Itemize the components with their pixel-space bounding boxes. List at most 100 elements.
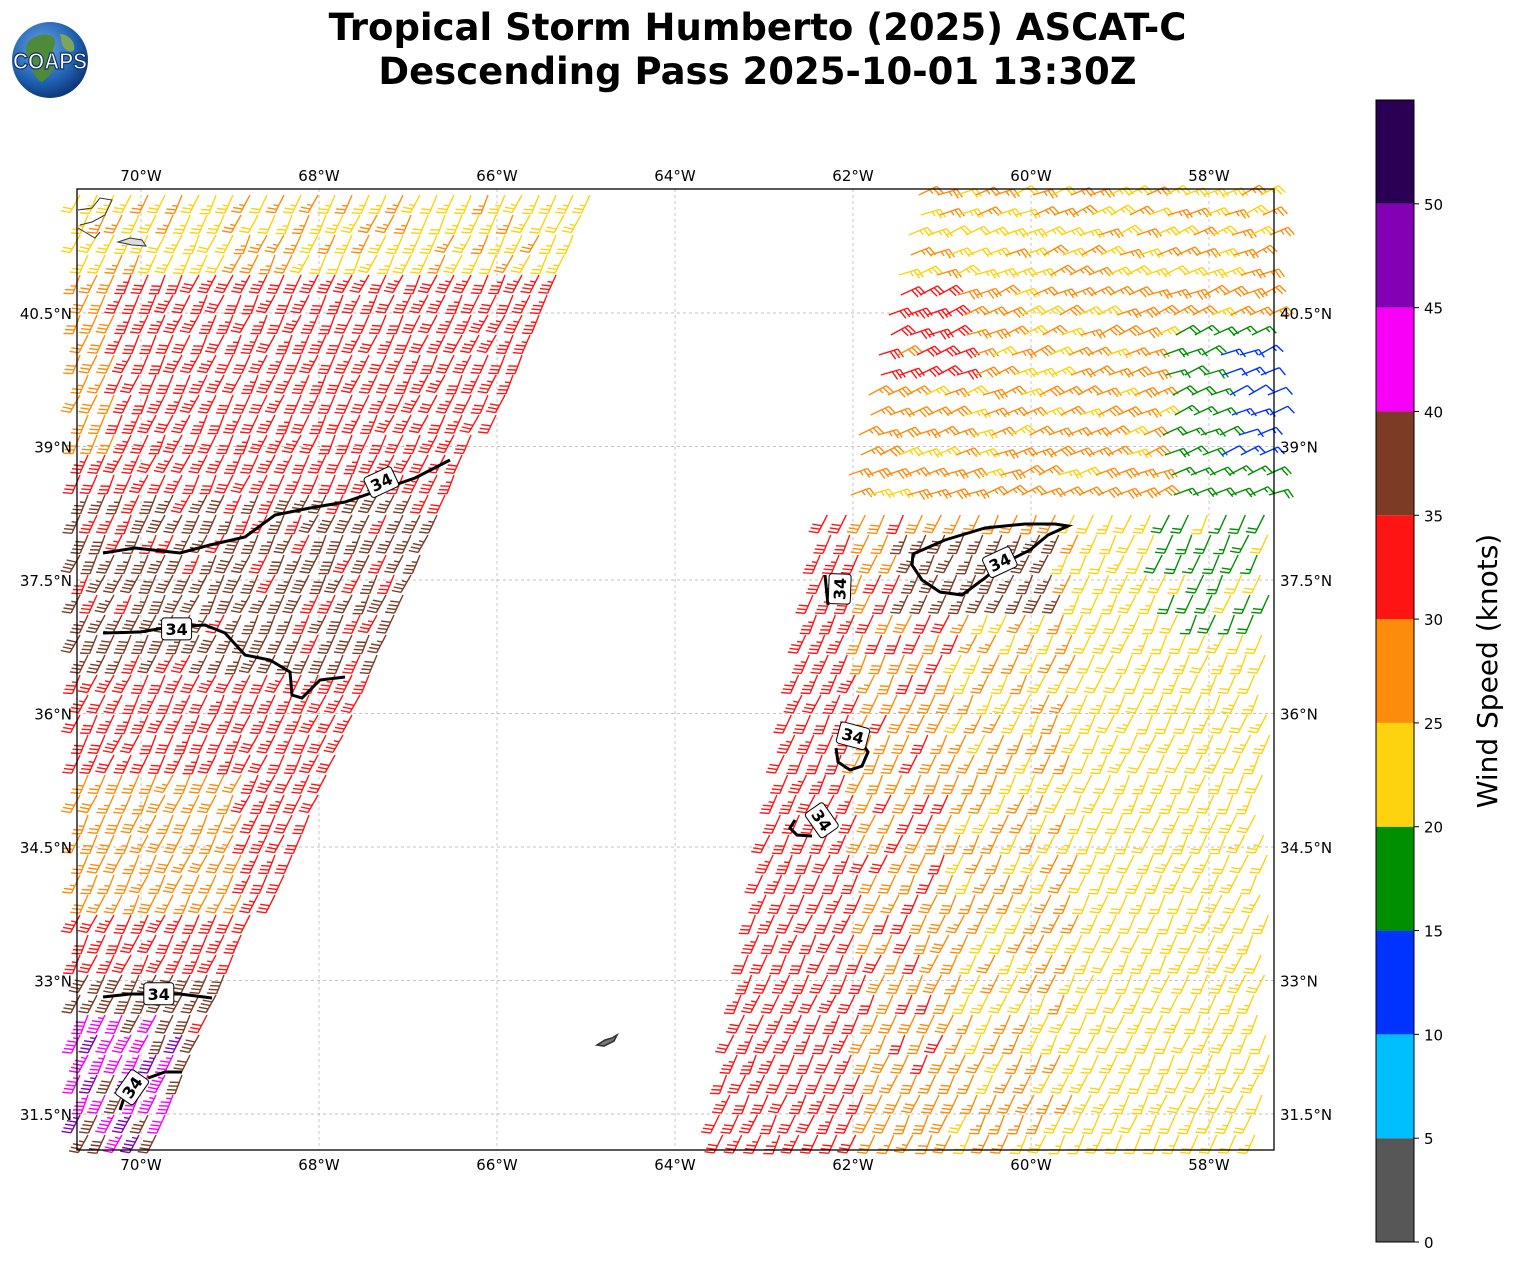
wind-barb <box>1031 267 1057 278</box>
wind-barb <box>785 1074 804 1095</box>
wind-barb <box>817 994 837 1014</box>
wind-barb <box>258 534 276 555</box>
wind-barb <box>1168 634 1187 655</box>
wind-barb <box>1052 754 1070 775</box>
wind-barb <box>96 794 115 814</box>
wind-barb <box>863 1094 883 1114</box>
wind-barb <box>496 374 514 395</box>
wind-barb <box>760 994 780 1014</box>
wind-barb <box>887 386 913 398</box>
wind-barb <box>113 594 132 615</box>
wind-barb <box>1251 914 1269 935</box>
wind-barb <box>1223 574 1243 594</box>
wind-barb <box>878 1014 897 1034</box>
wind-barb <box>1102 614 1121 634</box>
wind-barb <box>188 694 208 714</box>
colorbar-bin <box>1376 100 1414 204</box>
lon-tick-label-bottom: 64°W <box>654 1156 696 1174</box>
wind-barb <box>216 794 234 815</box>
wind-barb <box>955 1014 973 1035</box>
wind-barb <box>780 1134 800 1154</box>
wind-barb <box>317 594 336 614</box>
wind-barb <box>1138 1054 1156 1075</box>
wind-barb <box>121 1054 140 1075</box>
wind-barb <box>1035 774 1055 794</box>
wind-barb <box>1218 994 1236 1015</box>
wind-barb <box>350 554 370 574</box>
wind-barb <box>1032 367 1058 378</box>
wind-barb <box>230 594 251 614</box>
wind-barb <box>900 894 919 915</box>
wind-barb <box>1187 774 1207 794</box>
wind-barb <box>1013 894 1033 914</box>
wind-barb <box>340 694 361 714</box>
wind-barb <box>264 394 285 414</box>
wind-barb <box>1131 834 1151 854</box>
wind-barb <box>409 454 429 474</box>
wind-barb <box>1154 714 1172 735</box>
wind-barb <box>470 274 489 295</box>
wind-barb <box>80 434 98 455</box>
wind-barb <box>154 494 174 514</box>
wind-barb <box>794 854 812 875</box>
wind-barb <box>981 468 1007 479</box>
wind-barb <box>121 414 140 435</box>
wind-barb <box>1143 554 1163 574</box>
wind-barb <box>1053 954 1072 974</box>
wind-barb <box>1079 408 1105 419</box>
wind-barb <box>1097 486 1123 499</box>
wind-barb <box>1231 407 1257 417</box>
contour-line-34kt <box>834 739 870 772</box>
wind-barb <box>103 214 123 234</box>
wind-barb <box>1243 204 1269 216</box>
wind-barb <box>1228 465 1254 476</box>
wind-barb <box>781 674 800 694</box>
wind-barb <box>1202 754 1222 774</box>
wind-barb <box>154 894 174 914</box>
wind-barb <box>903 834 923 854</box>
wind-barb <box>403 354 421 375</box>
wind-barb <box>956 694 974 715</box>
wind-barb <box>930 794 949 814</box>
wind-barb <box>980 974 1000 994</box>
wind-barb <box>1110 634 1130 654</box>
wind-barb <box>333 514 353 534</box>
wind-barb <box>1216 794 1234 815</box>
wind-barb <box>1239 874 1258 895</box>
contour-line-34kt <box>788 819 813 838</box>
wind-barb <box>290 534 310 554</box>
wind-barb <box>1155 405 1181 416</box>
wind-barb <box>883 774 903 794</box>
wind-barb <box>871 914 889 935</box>
wind-barb <box>95 1114 115 1134</box>
wind-barb <box>829 974 848 995</box>
wind-barb <box>841 1014 859 1035</box>
wind-barb <box>1145 267 1171 278</box>
wind-barb <box>71 1014 89 1035</box>
wind-barb <box>145 1074 166 1094</box>
wind-barb <box>1025 1114 1043 1135</box>
wind-barb <box>1027 1134 1047 1154</box>
wind-barb <box>951 994 970 1015</box>
wind-barb <box>878 554 897 574</box>
wind-barb <box>1003 227 1029 238</box>
wind-barb <box>96 434 115 455</box>
wind-barb <box>105 494 123 515</box>
wind-barb <box>1191 385 1217 396</box>
wind-barb <box>879 445 905 457</box>
wind-barb <box>511 294 531 314</box>
wind-barb <box>1179 674 1199 694</box>
wind-barb <box>121 654 140 674</box>
wind-barb <box>136 1014 157 1034</box>
wind-barb <box>197 754 217 774</box>
wind-barb <box>1043 734 1062 755</box>
wind-barb <box>417 274 438 294</box>
wind-barb <box>96 634 115 654</box>
wind-barb <box>1169 774 1188 795</box>
wind-barb <box>179 394 200 414</box>
wind-barb <box>79 194 98 215</box>
wind-barb <box>273 454 293 474</box>
wind-barb <box>1150 514 1170 534</box>
wind-barb <box>946 225 972 236</box>
wind-barb <box>816 1114 834 1135</box>
